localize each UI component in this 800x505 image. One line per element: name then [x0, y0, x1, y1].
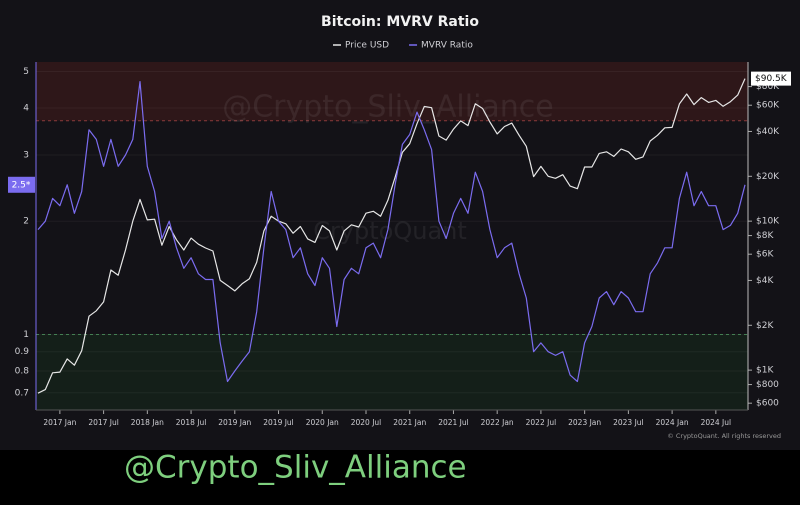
series-line [37, 78, 746, 394]
watermark: CryptoQuant [313, 217, 467, 245]
y2-tick-label: $40K [756, 127, 780, 137]
legend-label: MVRV Ratio [421, 41, 473, 51]
x-tick-label: 2022 Jul [526, 418, 557, 427]
current-value-box [8, 176, 35, 193]
y-tick-label: 1 [23, 330, 29, 340]
y2-tick-label: $2K [756, 321, 774, 331]
copyright: © CryptoQuant. All rights reserved [667, 432, 781, 440]
y2-tick-label: $8K [756, 231, 774, 241]
watermark: @Crypto_Sliv_Alliance [222, 90, 554, 125]
current-value-label: 2.5* [12, 180, 31, 190]
x-tick-label: 2020 Jan [306, 418, 339, 427]
zone [36, 62, 748, 121]
x-tick-label: 2018 Jan [131, 418, 164, 427]
current-value-box [751, 71, 791, 86]
y2-tick-label: $4K [756, 276, 774, 286]
current-value-label: $90.5K [755, 74, 788, 84]
x-tick-label: 2019 Jan [218, 418, 251, 427]
y-tick-label: 5 [23, 67, 29, 77]
y2-tick-label: $10K [756, 217, 780, 227]
x-tick-label: 2019 Jul [263, 418, 294, 427]
x-tick-label: 2022 Jan [481, 418, 514, 427]
y-tick-label: 0.8 [15, 366, 30, 376]
x-tick-label: 2018 Jul [176, 418, 207, 427]
x-tick-label: 2021 Jul [438, 418, 469, 427]
legend-label: Price USD [345, 41, 389, 51]
y2-tick-label: $6K [756, 250, 774, 260]
y2-tick-label: $20K [756, 172, 780, 182]
x-tick-label: 2017 Jan [43, 418, 76, 427]
chart-title: Bitcoin: MVRV Ratio [321, 14, 479, 30]
x-tick-label: 2023 Jul [613, 418, 644, 427]
y2-tick-label: $1K [756, 366, 774, 376]
y-tick-label: 2 [23, 217, 29, 227]
series-line [37, 81, 746, 383]
y-tick-label: 4 [23, 103, 29, 113]
x-tick-label: 2024 Jul [701, 418, 732, 427]
zone [36, 334, 748, 410]
x-tick-label: 2024 Jan [656, 418, 689, 427]
y2-tick-label: $80K [756, 82, 780, 92]
x-tick-label: 2020 Jul [351, 418, 382, 427]
x-tick-label: 2023 Jan [568, 418, 601, 427]
y2-tick-label: $800 [756, 380, 779, 390]
x-tick-label: 2021 Jan [393, 418, 426, 427]
x-tick-label: 2017 Jul [88, 418, 119, 427]
y-tick-label: 3 [23, 150, 29, 160]
caption: @Crypto_Sliv_Alliance [124, 450, 467, 486]
y2-tick-label: $600 [756, 399, 779, 409]
y2-tick-label: $60K [756, 101, 780, 111]
y-tick-label: 0.7 [15, 388, 29, 398]
y-tick-label: 0.9 [15, 347, 30, 357]
